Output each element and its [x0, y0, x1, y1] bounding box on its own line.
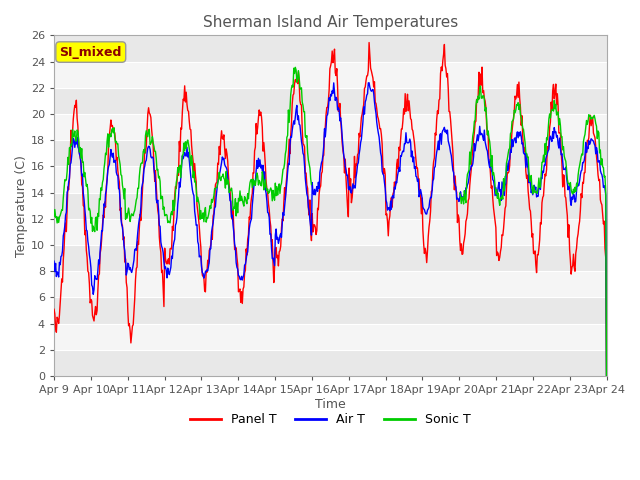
Bar [54, 324, 607, 350]
Bar [54, 350, 607, 376]
Bar [54, 88, 607, 114]
Bar [54, 297, 607, 324]
Bar [54, 245, 607, 271]
Text: SI_mixed: SI_mixed [60, 46, 122, 59]
Title: Sherman Island Air Temperatures: Sherman Island Air Temperatures [203, 15, 458, 30]
Bar [54, 36, 607, 61]
Bar [54, 61, 607, 88]
Bar [54, 167, 607, 192]
Bar [54, 192, 607, 219]
Bar [54, 140, 607, 167]
Legend: Panel T, Air T, Sonic T: Panel T, Air T, Sonic T [184, 408, 476, 431]
Bar [54, 271, 607, 297]
Bar [54, 114, 607, 140]
Y-axis label: Temperature (C): Temperature (C) [15, 155, 28, 257]
X-axis label: Time: Time [315, 398, 346, 411]
Bar [54, 219, 607, 245]
